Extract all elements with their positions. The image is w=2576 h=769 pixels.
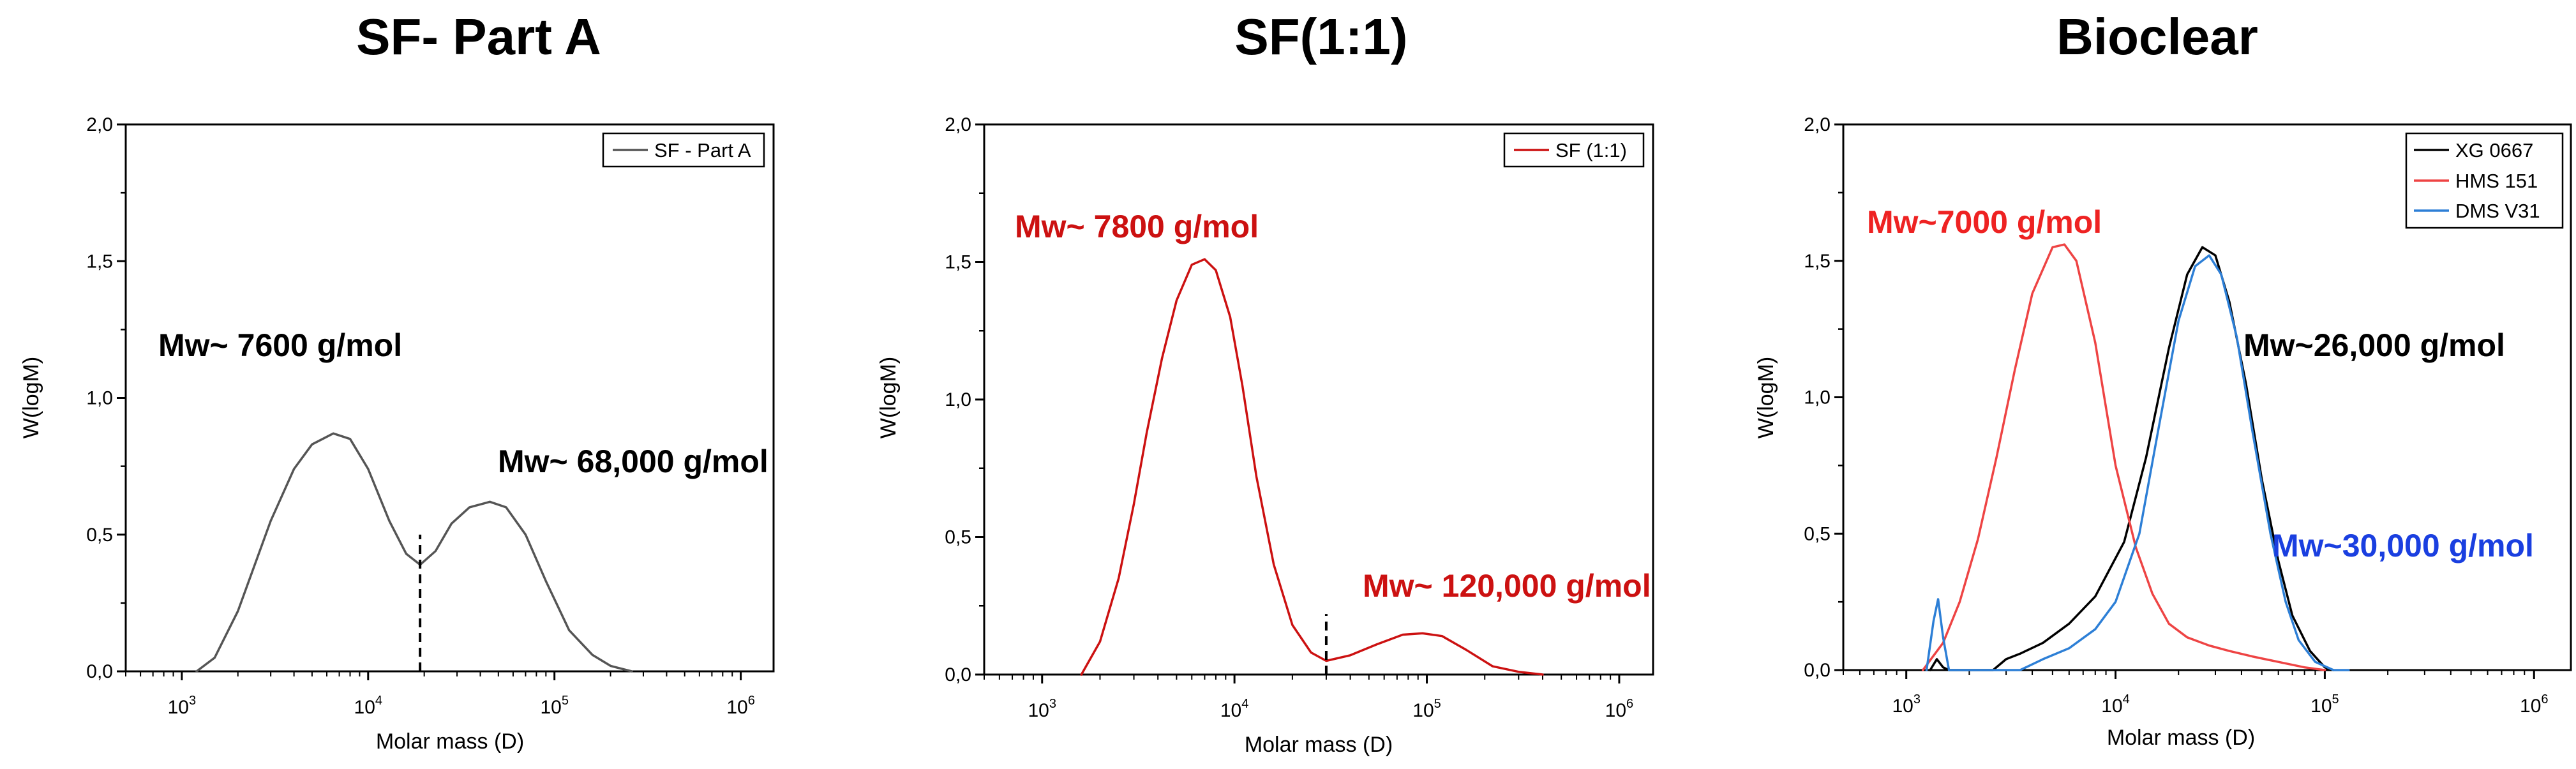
y-tick-label: 2,0 [1804,114,1831,135]
y-tick-labels: 0,0 0,5 1,0 1,5 2,0 [1804,114,1831,681]
chart-sf-1-1: SF(1:1) 0,0 0,5 1,0 1,5 2,0 103 104 105 … [876,8,1654,757]
axis-ticks [117,123,742,680]
series-line-xg-0667 [1929,246,2335,671]
legend-entry-hms-151: HMS 151 [2455,170,2538,192]
x-tick-label: 106 [1605,697,1634,721]
y-tick-label: 2,0 [945,114,971,135]
x-tick-label: 105 [2310,692,2339,717]
y-tick-label: 0,5 [1804,523,1831,544]
chart-title: SF(1:1) [1234,8,1407,65]
x-tick-label: 104 [1220,697,1249,721]
x-tick-label: 106 [2520,692,2549,717]
y-tick-label: 1,0 [1804,387,1831,408]
x-tick-label: 105 [1412,697,1441,721]
annotation-mw-7000: Mw~7000 g/mol [1867,204,2102,240]
plot-frame [124,123,775,673]
y-tick-label: 0,5 [945,527,971,548]
legend-entry-sf-1-1: SF (1:1) [1555,139,1627,161]
series-layer [1080,258,1544,676]
x-axis-label: Molar mass (D) [2107,726,2255,750]
x-tick-label: 104 [354,694,383,718]
legend: SF (1:1) [1503,132,1645,168]
x-tick-label: 103 [168,694,197,718]
y-tick-label: 1,0 [86,388,113,409]
chart-title: SF- Part A [356,8,601,65]
y-axis-label: W(logM) [876,357,901,438]
annotation-mw-26000: Mw~26,000 g/mol [2243,327,2505,363]
series-layer [1921,243,2350,671]
annotation-mw-7600: Mw~ 7600 g/mol [158,327,402,363]
x-tick-labels: 103 104 105 106 [168,694,755,718]
axis-ticks [1834,123,2535,679]
chart-bioclear: Bioclear 0,0 0,5 1,0 1,5 2,0 103 104 105… [1754,8,2572,750]
y-tick-label: 0,0 [945,664,971,685]
legend: SF - Part A [602,132,765,168]
series-line-dms-v31 [1925,254,2350,671]
x-tick-label: 103 [1892,692,1921,717]
y-tick-label: 1,5 [1804,251,1831,272]
y-tick-label: 2,0 [86,114,113,135]
y-tick-label: 1,5 [86,251,113,272]
legend-entry-sf-part-a: SF - Part A [654,139,751,161]
y-tick-labels: 0,0 0,5 1,0 1,5 2,0 [945,114,971,685]
annotation-mw-7800: Mw~ 7800 g/mol [1015,209,1259,244]
series-line-sf-1-1 [1080,258,1544,676]
y-tick-label: 0,0 [1804,660,1831,681]
annotation-mw-68000: Mw~ 68,000 g/mol [498,444,768,479]
series-line-hms-151 [1921,243,2326,671]
x-tick-label: 106 [726,694,755,718]
annotation-mw-30000: Mw~30,000 g/mol [2272,528,2534,564]
y-axis-label: W(logM) [19,357,43,438]
annotation-mw-120000: Mw~ 120,000 g/mol [1363,568,1651,604]
y-tick-label: 0,0 [86,661,113,682]
x-axis-label: Molar mass (D) [376,729,524,754]
x-tick-labels: 103 104 105 106 [1028,697,1633,721]
y-tick-label: 1,5 [945,252,971,273]
axis-ticks [975,123,1621,683]
y-tick-label: 1,0 [945,389,971,410]
x-tick-label: 104 [2101,692,2130,717]
y-tick-label: 0,5 [86,525,113,546]
legend-entry-dms-v31: DMS V31 [2455,200,2540,222]
x-axis-label: Molar mass (D) [1245,733,1393,757]
chart-sf-part-a: SF- Part A 0,0 0,5 1,0 1,5 2,0 103 104 1… [19,8,775,754]
x-tick-label: 103 [1028,697,1056,721]
y-axis-label: W(logM) [1754,357,1778,438]
y-tick-labels: 0,0 0,5 1,0 1,5 2,0 [86,114,113,682]
x-tick-labels: 103 104 105 106 [1892,692,2548,717]
chart-title: Bioclear [2056,8,2258,65]
legend-entry-xg-0667: XG 0667 [2455,139,2533,161]
x-tick-label: 105 [540,694,569,718]
legend: XG 0667 HMS 151 DMS V31 [2405,132,2564,229]
